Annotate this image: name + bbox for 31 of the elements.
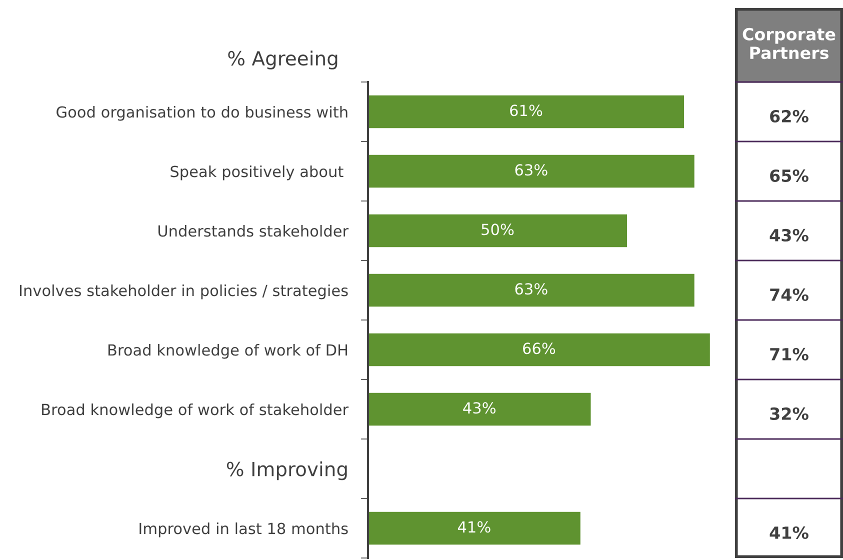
bar (368, 95, 684, 128)
data-label: 41% (770, 526, 808, 540)
data-label: 74% (770, 288, 808, 302)
bar (368, 512, 580, 545)
y-tick-label: Improved in last 18 months (140, 522, 348, 538)
bar (368, 214, 628, 248)
y-tick-label: Understands stakeholder (158, 224, 349, 237)
data-label: 71% (770, 348, 808, 361)
data-label: 65% (770, 169, 808, 182)
data-label: 43% (770, 228, 808, 242)
data-label: 62% (770, 110, 808, 123)
bar (368, 274, 694, 307)
data-label: 63% (515, 164, 548, 176)
bar (368, 392, 591, 426)
data-label: 61% (510, 104, 542, 116)
data-label: 41% (458, 521, 490, 533)
bar (368, 154, 694, 188)
text: Corporate Partners (742, 28, 836, 60)
y-tick-label: % Improving (226, 461, 347, 480)
chart-title: % Agreeing (228, 50, 338, 70)
y-tick-label: Broad knowledge of work of DH (108, 344, 348, 359)
bar (368, 333, 710, 366)
y-tick-label: Speak positively about (170, 165, 344, 180)
data-label: 43% (463, 402, 496, 414)
data-label: 63% (515, 283, 548, 295)
y-tick-label: Good organisation to do business with (56, 106, 348, 121)
data-label: 32% (770, 407, 808, 420)
data-label: 50% (482, 224, 514, 236)
y-tick-label: Broad knowledge of work of stakeholder (42, 403, 349, 418)
y-tick-label: Involves stakeholder in policies / strategies (20, 284, 348, 300)
data-label: 66% (523, 342, 556, 354)
